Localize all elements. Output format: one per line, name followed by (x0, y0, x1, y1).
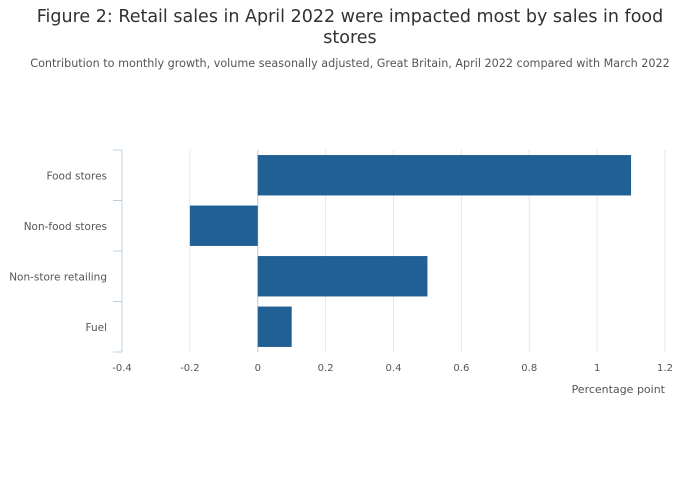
x-tick-label: -0.4 (112, 363, 132, 374)
x-tick-label: -0.2 (180, 363, 200, 374)
x-tick-label: 0 (255, 363, 261, 374)
category-label: Fuel (86, 322, 108, 334)
x-axis-ticks: -0.4 -0.2 0 0.2 0.4 0.6 0.8 1 1.2 (112, 363, 673, 374)
category-label: Non-food stores (24, 221, 107, 233)
bar (257, 306, 292, 347)
x-tick-label: 1.2 (657, 363, 673, 374)
x-tick-label: 0.2 (318, 363, 334, 374)
chart-subtitle: Contribution to monthly growth, volume s… (30, 57, 670, 70)
category-label: Food stores (46, 170, 107, 182)
chart-title: Figure 2: Retail sales in April 2022 wer… (36, 7, 664, 48)
category-labels: Food stores Non-food stores Non-store reta… (9, 170, 107, 334)
bar (257, 256, 428, 297)
x-axis-title: Percentage point (572, 383, 666, 396)
bar (189, 205, 258, 246)
category-label: Non-store retailing (9, 271, 107, 283)
x-tick-label: 0.8 (521, 363, 537, 374)
x-tick-label: 1 (594, 363, 600, 374)
x-tick-label: 0.4 (386, 363, 402, 374)
category-axis (113, 149, 123, 353)
x-tick-label: 0.6 (453, 363, 469, 374)
bar (257, 155, 632, 196)
bars (189, 155, 632, 347)
